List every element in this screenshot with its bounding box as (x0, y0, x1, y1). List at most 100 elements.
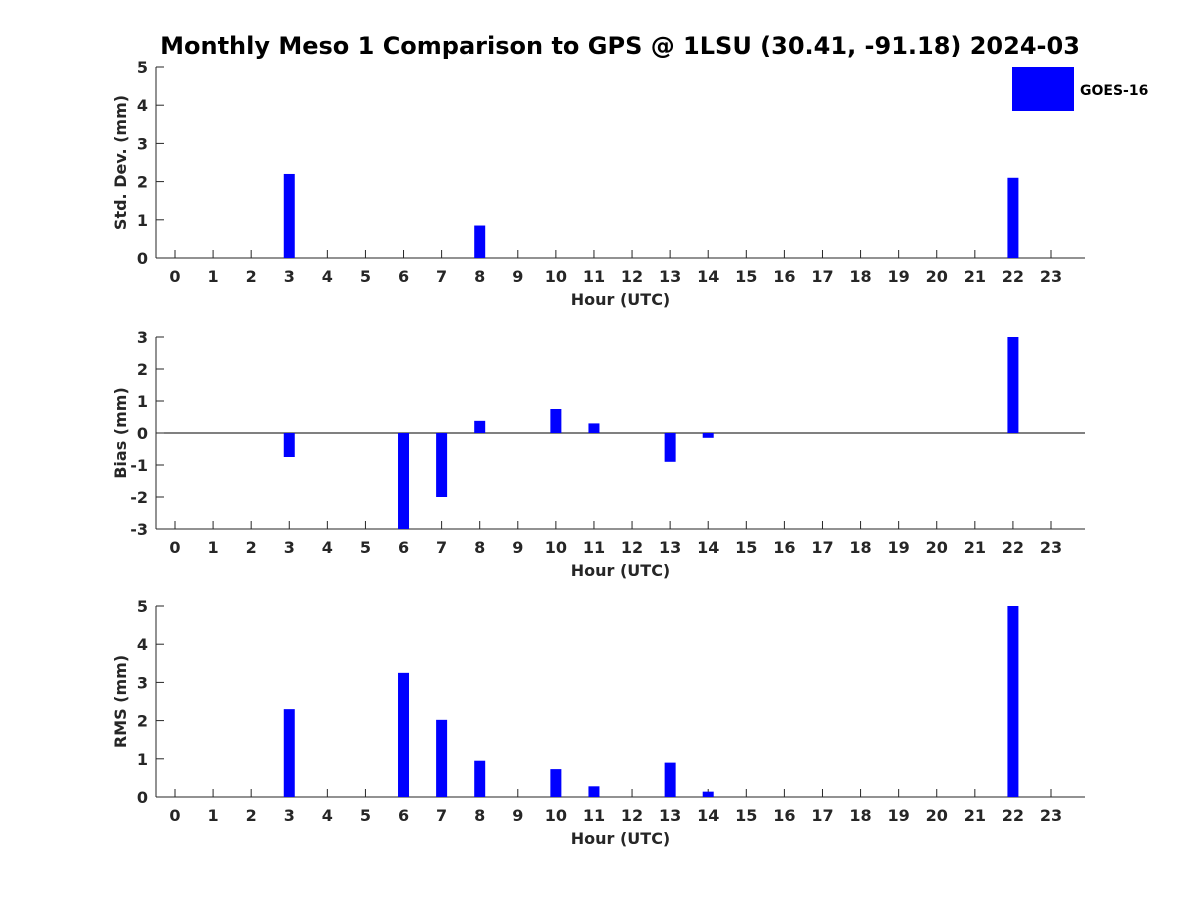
bar-hour-22 (1007, 177, 1019, 258)
bar-hour-6 (398, 433, 410, 529)
x-tick-label: 16 (773, 267, 795, 286)
x-tick-label: 2 (246, 538, 257, 557)
x-tick-label: 20 (926, 806, 948, 825)
bar-hour-10 (550, 409, 562, 433)
x-tick-label: 2 (246, 267, 257, 286)
bar-hour-3 (283, 433, 295, 457)
x-tick-label: 8 (474, 267, 485, 286)
x-tick-label: 15 (735, 538, 757, 557)
x-tick-label: 9 (512, 806, 523, 825)
bar-hour-13 (664, 762, 676, 797)
x-tick-label: 5 (360, 538, 371, 557)
x-tick-label: 5 (360, 806, 371, 825)
y-tick-label: 0 (137, 788, 148, 807)
bar-hour-10 (550, 769, 562, 797)
x-tick-label: 11 (583, 267, 605, 286)
x-tick-label: 22 (1002, 538, 1024, 557)
x-tick-label: 23 (1040, 267, 1062, 286)
bar-hour-14 (702, 791, 714, 797)
x-tick-label: 8 (474, 806, 485, 825)
y-tick-label: -3 (130, 520, 148, 539)
x-axis-label: Hour (UTC) (571, 290, 671, 309)
x-tick-label: 5 (360, 267, 371, 286)
x-tick-label: 10 (545, 806, 567, 825)
y-tick-label: 1 (137, 211, 148, 230)
y-tick-label: 5 (137, 597, 148, 616)
y-tick-label: 3 (137, 328, 148, 347)
x-tick-label: 21 (964, 267, 986, 286)
x-tick-label: 0 (169, 267, 180, 286)
bar-hour-8 (474, 760, 486, 797)
x-tick-label: 3 (284, 806, 295, 825)
x-axis-label: Hour (UTC) (571, 829, 671, 848)
x-tick-label: 7 (436, 806, 447, 825)
x-tick-label: 13 (659, 538, 681, 557)
x-tick-label: 9 (512, 538, 523, 557)
x-tick-label: 13 (659, 267, 681, 286)
x-tick-label: 12 (621, 267, 643, 286)
x-tick-label: 12 (621, 806, 643, 825)
bar-hour-22 (1007, 606, 1019, 797)
bar-hour-3 (283, 173, 295, 258)
y-tick-label: 2 (137, 360, 148, 379)
x-tick-label: 12 (621, 538, 643, 557)
x-tick-label: 23 (1040, 538, 1062, 557)
x-tick-label: 20 (926, 267, 948, 286)
legend-swatch (1012, 67, 1074, 111)
x-tick-label: 7 (436, 267, 447, 286)
bar-hour-8 (474, 420, 486, 433)
x-tick-label: 0 (169, 806, 180, 825)
x-tick-label: 18 (849, 806, 871, 825)
x-tick-label: 15 (735, 806, 757, 825)
x-tick-label: 15 (735, 267, 757, 286)
x-tick-label: 14 (697, 806, 719, 825)
x-tick-label: 10 (545, 267, 567, 286)
y-axis-label: Std. Dev. (mm) (111, 95, 130, 230)
y-tick-label: 4 (137, 635, 148, 654)
bar-hour-11 (588, 423, 600, 433)
y-tick-label: 3 (137, 673, 148, 692)
y-tick-label: 0 (137, 249, 148, 268)
x-tick-label: 10 (545, 538, 567, 557)
x-tick-label: 4 (322, 267, 333, 286)
bar-hour-13 (664, 433, 676, 462)
bar-hour-7 (436, 433, 448, 497)
x-tick-label: 20 (926, 538, 948, 557)
x-tick-label: 6 (398, 267, 409, 286)
x-tick-label: 6 (398, 806, 409, 825)
x-axis-label: Hour (UTC) (571, 561, 671, 580)
y-tick-label: 0 (137, 424, 148, 443)
bar-hour-7 (436, 719, 448, 797)
bar-hour-11 (588, 786, 600, 797)
x-tick-label: 7 (436, 538, 447, 557)
x-tick-label: 17 (811, 538, 833, 557)
x-tick-label: 17 (811, 267, 833, 286)
x-tick-label: 16 (773, 806, 795, 825)
x-tick-label: 4 (322, 806, 333, 825)
x-tick-label: 14 (697, 538, 719, 557)
chart-title: Monthly Meso 1 Comparison to GPS @ 1LSU … (160, 32, 1080, 60)
x-tick-label: 1 (208, 538, 219, 557)
y-tick-label: -2 (130, 488, 148, 507)
y-tick-label: 5 (137, 58, 148, 77)
bar-hour-6 (398, 672, 410, 797)
x-tick-label: 8 (474, 538, 485, 557)
x-tick-label: 23 (1040, 806, 1062, 825)
y-tick-label: -1 (130, 456, 148, 475)
x-tick-label: 6 (398, 538, 409, 557)
y-axis-label: Bias (mm) (111, 387, 130, 479)
x-tick-label: 11 (583, 538, 605, 557)
x-tick-label: 3 (284, 267, 295, 286)
y-tick-label: 2 (137, 712, 148, 731)
legend: GOES-16 (1012, 67, 1148, 111)
x-tick-label: 19 (888, 267, 910, 286)
bar-hour-8 (474, 225, 486, 258)
y-axis-label: RMS (mm) (111, 655, 130, 748)
x-tick-label: 21 (964, 538, 986, 557)
x-tick-label: 1 (208, 806, 219, 825)
y-tick-label: 1 (137, 750, 148, 769)
